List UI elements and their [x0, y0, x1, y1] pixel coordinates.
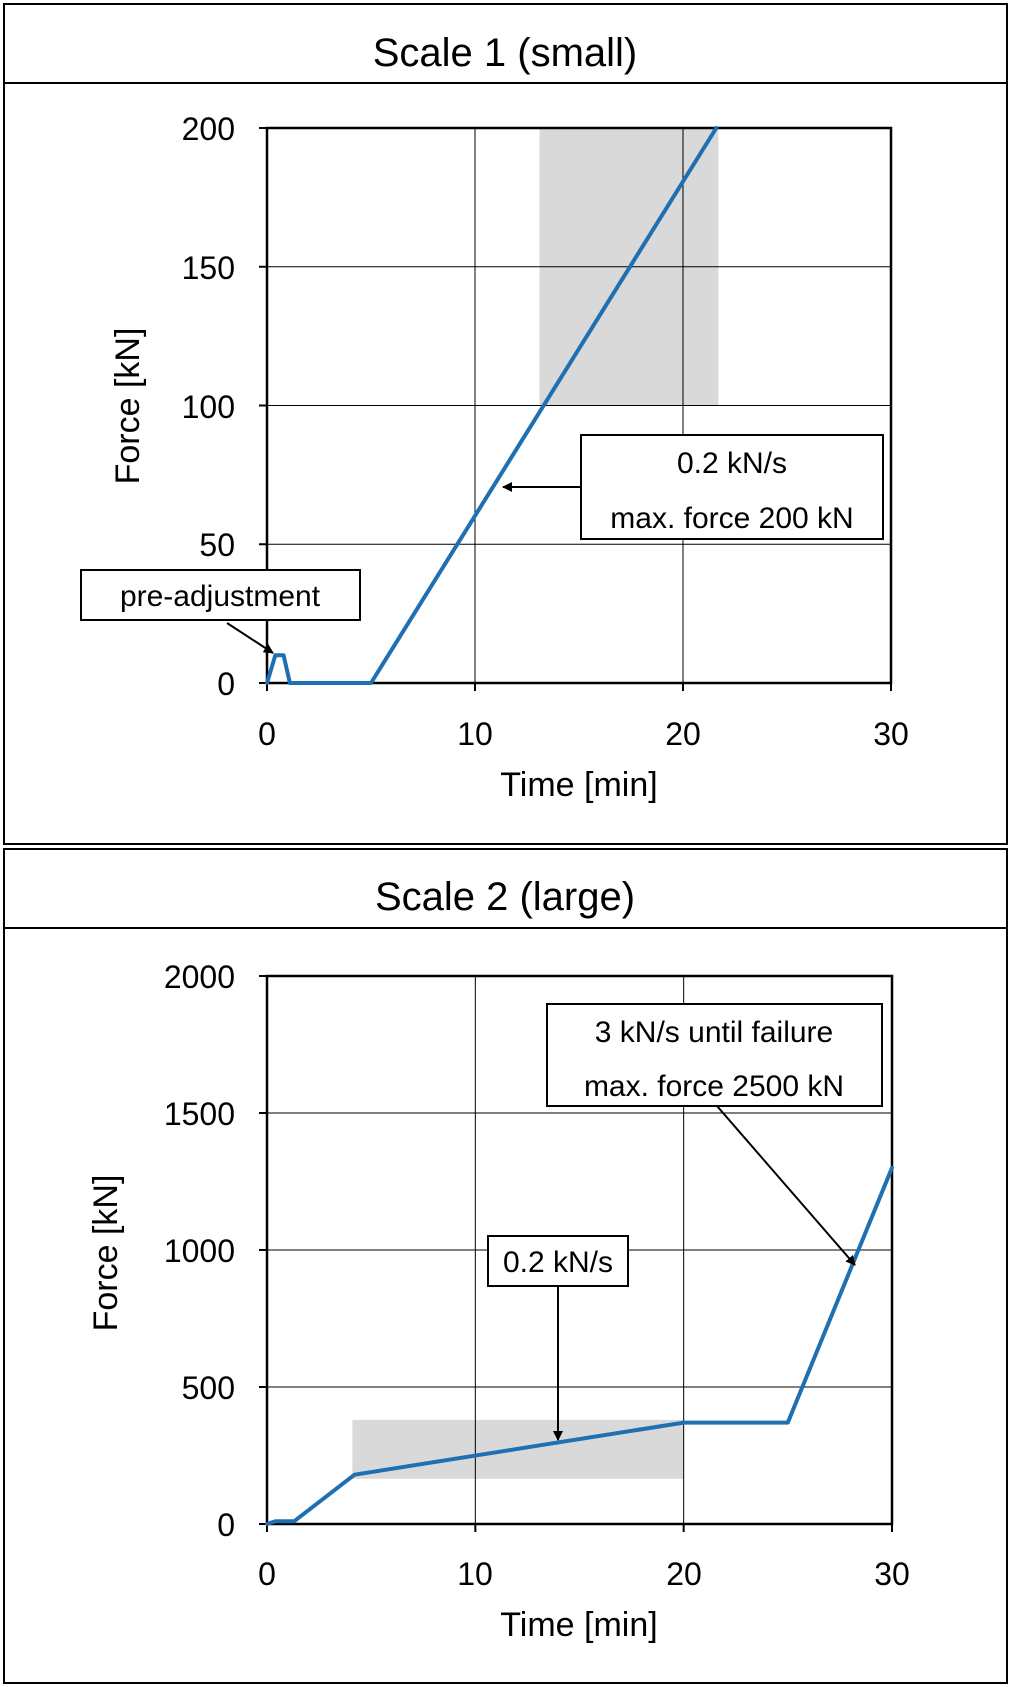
chart-1-y-tick-labels: 0 50 100 150 200 [182, 111, 235, 702]
annotation-pre-adjustment: pre-adjustment [80, 569, 361, 654]
force-series-line [265, 1165, 894, 1526]
panel-scale-1: Scale 1 (small) 0 50 100 150 200 0 10 20… [3, 3, 1008, 845]
x-tick-label: 10 [457, 716, 493, 752]
x-tick-label: 20 [666, 1556, 702, 1592]
annotation-text: max. force 2500 kN [584, 1070, 844, 1103]
annotation-text: 0.2 kN/s [677, 447, 787, 480]
annotation-arrow [226, 622, 274, 654]
y-tick-label: 1500 [164, 1096, 235, 1132]
panel-scale-2: Scale 2 (large) 0 500 1000 1500 2000 0 1… [3, 848, 1008, 1684]
annotation-text: max. force 200 kN [610, 502, 853, 535]
chart-2-y-axis-label: Force [kN] [87, 1175, 125, 1332]
chart-2-plot-area [259, 974, 894, 1532]
chart-1-plot-area [259, 126, 893, 691]
annotation-rate-1: 0.2 kN/s max. force 200 kN [502, 434, 884, 540]
figure-frame: Scale 1 (small) 0 50 100 150 200 0 10 20… [3, 3, 1008, 1684]
chart-1-title: Scale 1 (small) [373, 31, 638, 75]
y-tick-label: 100 [182, 389, 235, 425]
chart-1-x-tick-labels: 0 10 20 30 [258, 716, 909, 752]
y-tick-label: 50 [199, 527, 235, 563]
y-tick-label: 200 [182, 111, 235, 147]
chart-2-x-axis-label: Time [min] [500, 1606, 657, 1644]
chart-1-x-axis-label: Time [min] [500, 766, 657, 804]
y-tick-label: 500 [182, 1370, 235, 1406]
chart-2-title: Scale 2 (large) [375, 875, 635, 919]
y-tick-label: 150 [182, 250, 235, 286]
x-tick-label: 30 [873, 716, 909, 752]
annotation-text: 3 kN/s until failure [595, 1016, 833, 1049]
force-series-line [265, 126, 719, 685]
y-tick-label: 0 [217, 666, 235, 702]
chart-2-y-tick-labels: 0 500 1000 1500 2000 [164, 959, 235, 1543]
annotation-rate-3: 3 kN/s until failure max. force 2500 kN [546, 1003, 883, 1266]
x-tick-label: 0 [258, 716, 276, 752]
annotation-arrow [716, 1105, 856, 1266]
x-tick-label: 30 [874, 1556, 910, 1592]
y-tick-label: 1000 [164, 1233, 235, 1269]
chart-1-y-axis-label: Force [kN] [109, 328, 147, 485]
annotation-text: pre-adjustment [120, 580, 321, 613]
annotation-text: 0.2 kN/s [503, 1246, 613, 1279]
chart-2-x-tick-labels: 0 10 20 30 [258, 1556, 910, 1592]
annotation-rate-2: 0.2 kN/s [487, 1235, 629, 1441]
x-tick-label: 0 [258, 1556, 276, 1592]
y-tick-label: 0 [217, 1507, 235, 1543]
x-tick-label: 10 [457, 1556, 493, 1592]
y-tick-label: 2000 [164, 959, 235, 995]
x-tick-label: 20 [665, 716, 701, 752]
